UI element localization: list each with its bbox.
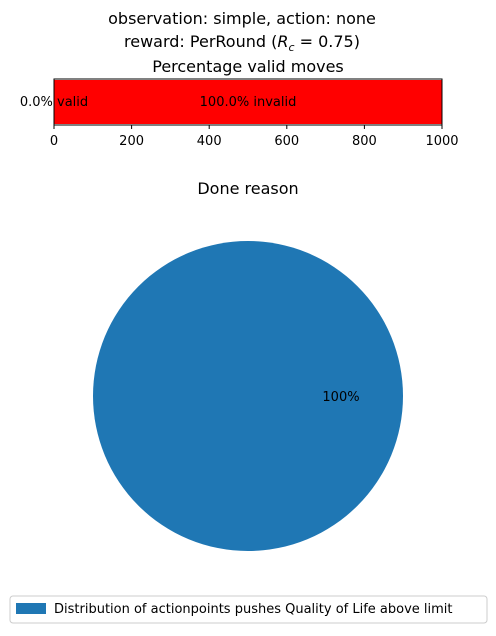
bar-x-tick-label: 200 [119,134,144,149]
bar-x-axis: 0 200 400 600 800 1000 [50,125,459,149]
pie-legend: Distribution of actionpoints pushes Qual… [9,595,488,624]
pie-slice [93,241,403,551]
bar-x-tick-label: 800 [352,134,377,149]
bar-x-tick-label: 0 [50,134,58,149]
bar-label-invalid: 100.0% invalid [200,95,297,110]
bar-x-tick-label: 400 [197,134,222,149]
suptitle-math-sub: c [288,41,294,54]
bar-labels: 0.0% valid 100.0% invalid [20,95,296,110]
done-reason-pie-chart: Done reason 100% [93,179,403,551]
legend-entry-label: Distribution of actionpoints pushes Qual… [54,602,453,617]
bar-x-tick-label: 600 [274,134,299,149]
bar-segment-invalid [54,80,442,124]
bar-label-valid: 0.0% valid [20,95,88,110]
legend-swatch [16,603,46,614]
pie-marks: 100% [93,241,403,551]
pie-slice-pct-label: 100% [322,390,359,405]
suptitle-line-2-prefix: reward: PerRound ( [124,32,277,51]
pie-chart-title: Done reason [197,179,298,198]
legend-frame [9,595,488,624]
suptitle-math-rest: = 0.75) [295,32,360,51]
suptitle-line-2: reward: PerRound (Rc = 0.75) [124,32,360,54]
bar-chart-frame [53,78,443,126]
bar-x-tick-label: 1000 [425,134,458,149]
suptitle-math-var: R [277,32,288,51]
valid-moves-bar-chart: Percentage valid moves 0 200 400 600 800 1000… [20,57,459,149]
bar-chart-title: Percentage valid moves [152,57,344,76]
suptitle-line-1: observation: simple, action: none [108,9,376,28]
bar-marks [54,80,442,124]
